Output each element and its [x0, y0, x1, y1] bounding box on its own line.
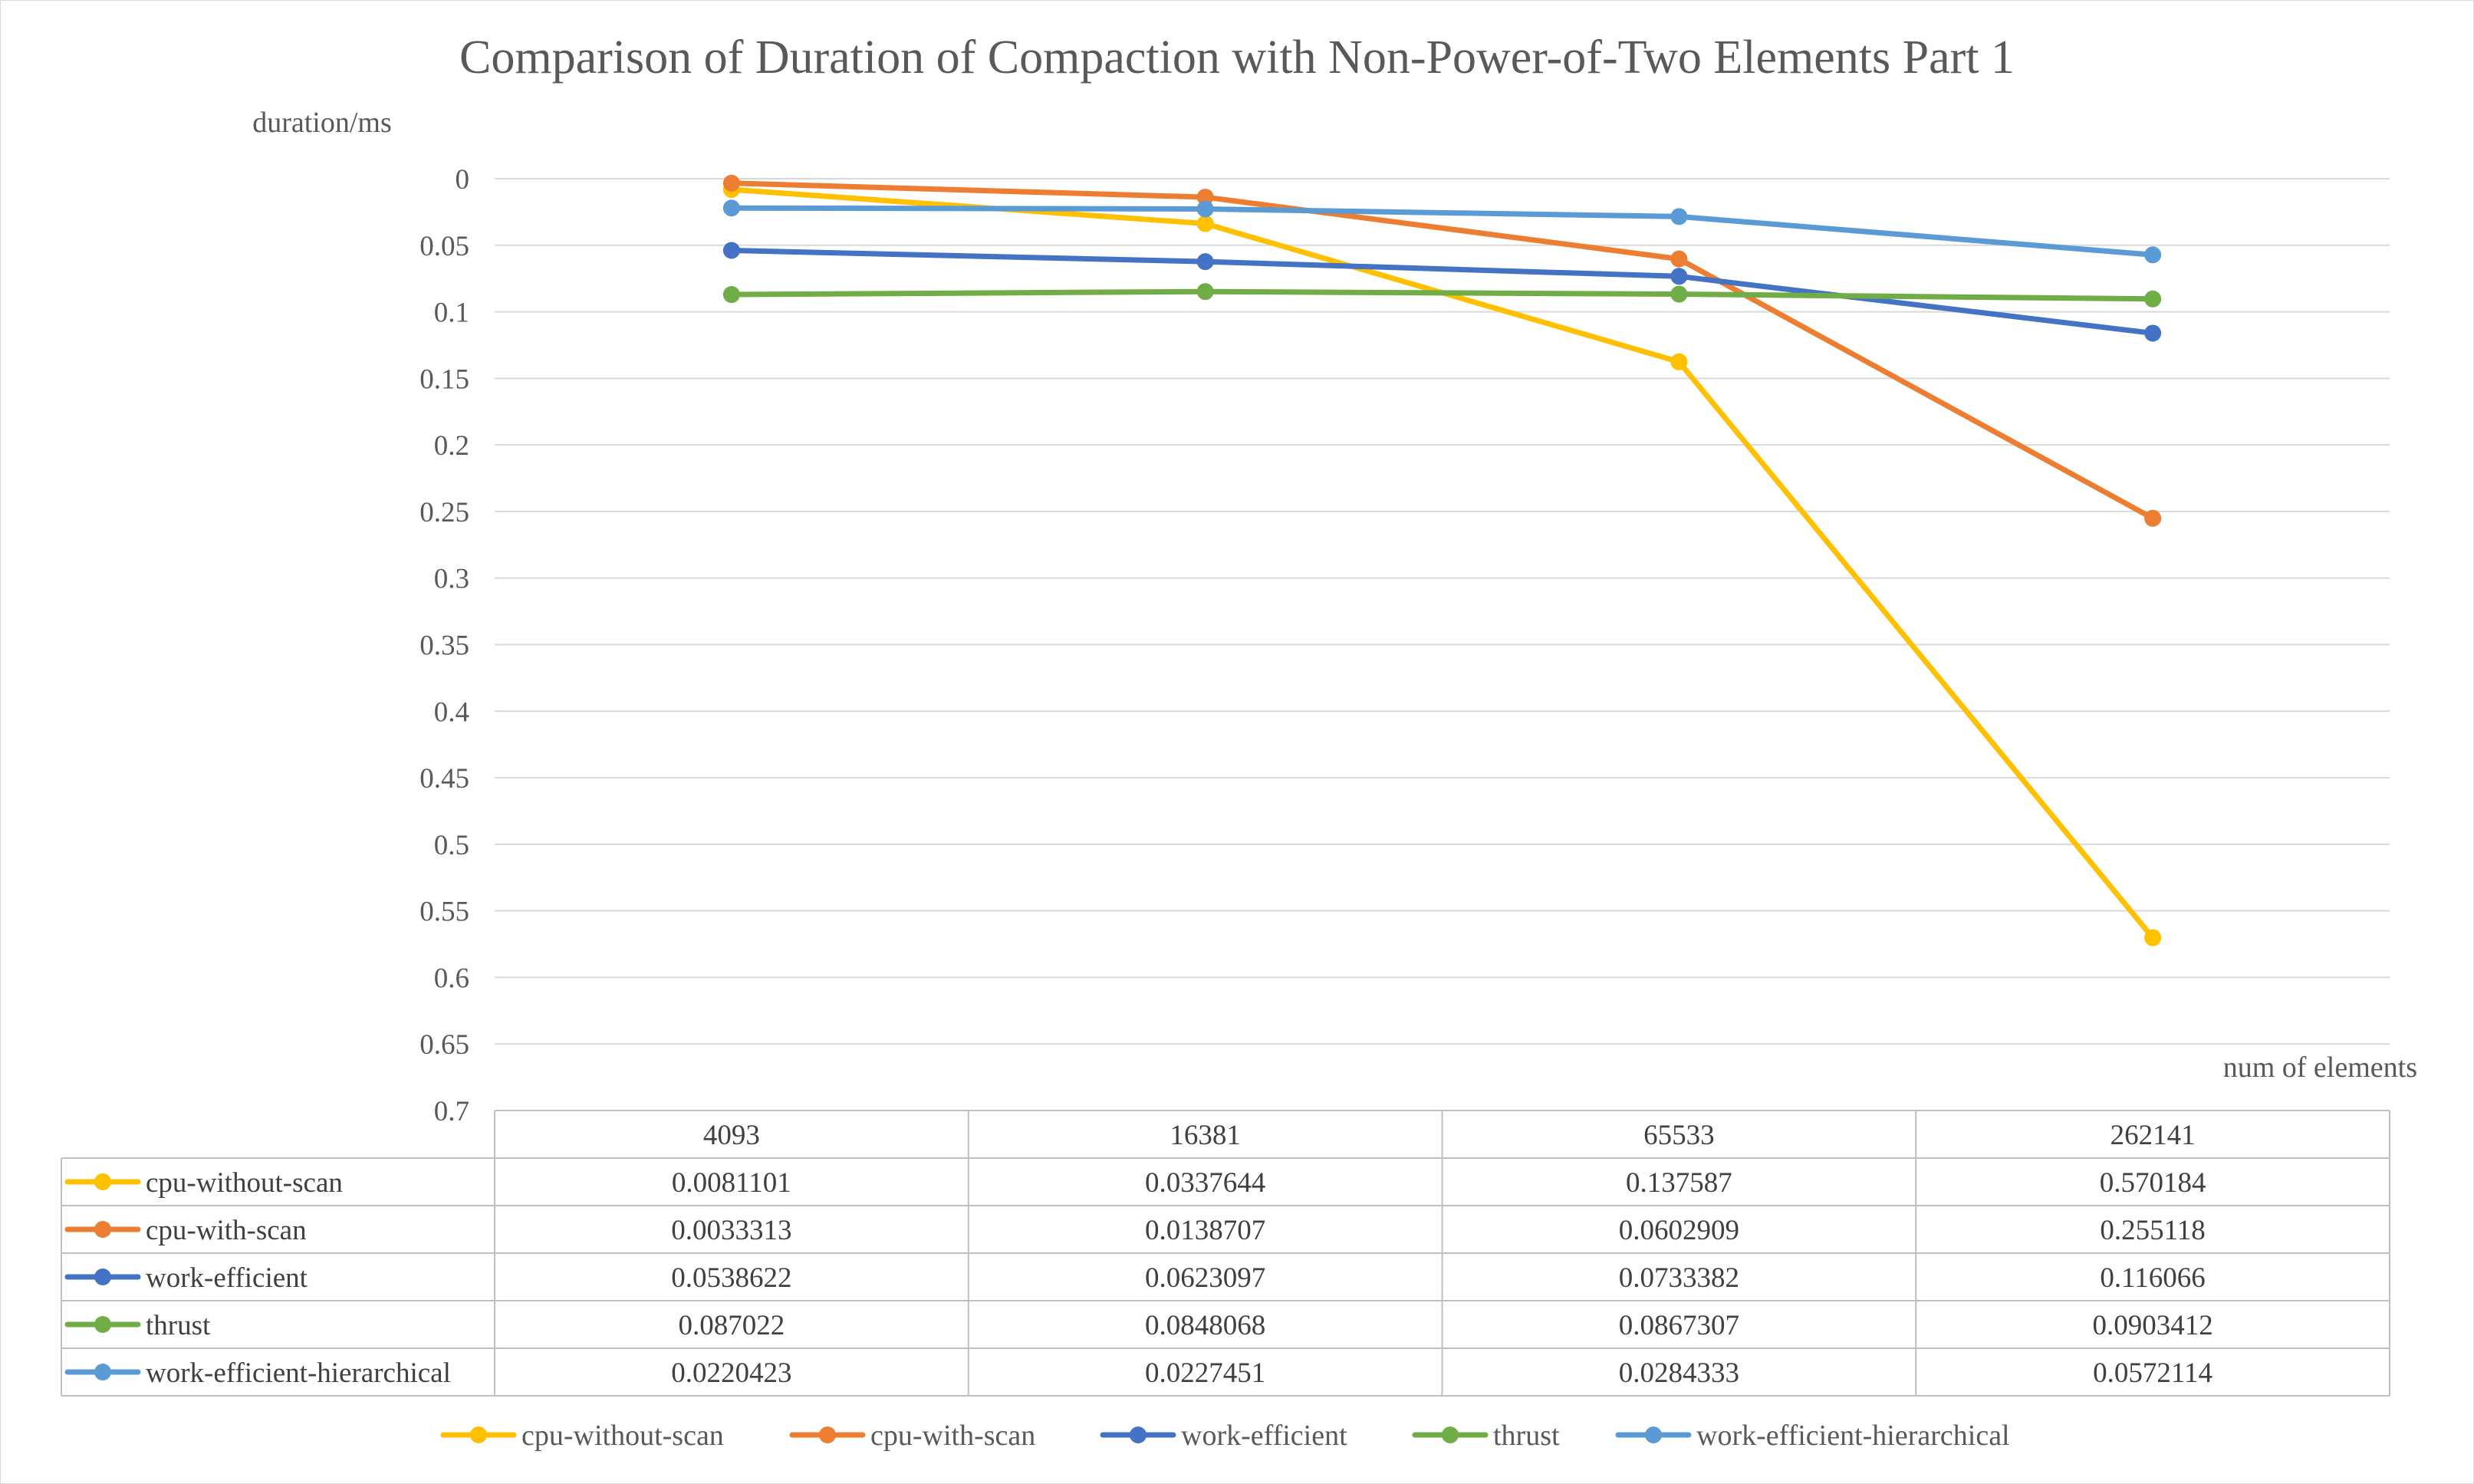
data-label: 0.0538622 [671, 1262, 791, 1294]
data-label: 0.0227451 [1145, 1357, 1265, 1389]
data-point-work-efficient [1670, 268, 1688, 285]
data-point-work-efficient [1196, 253, 1214, 271]
y-tick-label: 0.25 [419, 497, 469, 528]
table-legend-marker [94, 1173, 111, 1190]
table-legend-marker [94, 1221, 111, 1238]
legend-marker-work-efficient [1130, 1426, 1147, 1443]
legend-label-work-efficient-hierarchical: work-efficient-hierarchical [1696, 1420, 2010, 1452]
legend-marker-cpu-with-scan [819, 1426, 836, 1443]
data-label: 0.0848068 [1145, 1310, 1265, 1341]
y-tick-labels: 0 0.05 0.1 0.15 0.2 0.25 0.3 0.35 0.4 0.45 0.5 0.55… [419, 164, 469, 1127]
x-tick-label: 16381 [1170, 1120, 1241, 1151]
data-point-work-efficient-hierarchical [722, 199, 740, 217]
gridlines [495, 178, 2390, 1045]
series-line-work-efficient-hierarchical [729, 205, 2156, 258]
data-label: 0.0284333 [1619, 1357, 1739, 1389]
y-tick-label: 0.5 [434, 830, 469, 861]
y-tick-label: 0.05 [419, 231, 469, 262]
legend-label-thrust: thrust [1493, 1420, 1560, 1452]
data-point-work-efficient [722, 242, 740, 259]
data-point-work-efficient [2144, 324, 2162, 342]
y-tick-label: 0.55 [419, 897, 469, 928]
data-point-cpu-without-scan [1670, 353, 1688, 370]
x-tick-label: 65533 [1643, 1120, 1715, 1151]
table-series-name: cpu-with-scan [146, 1215, 307, 1246]
data-point-cpu-without-scan [1196, 215, 1214, 232]
table-series-name: thrust [146, 1310, 211, 1341]
y-tick-label: 0.6 [434, 962, 469, 994]
table-legend-marker [94, 1364, 111, 1380]
data-label: 0.0867307 [1619, 1310, 1739, 1341]
data-point-cpu-with-scan [2144, 509, 2162, 527]
data-label: 0.0337644 [1145, 1167, 1265, 1199]
y-tick-label: 0.4 [434, 696, 469, 728]
data-label: 0.0138707 [1145, 1215, 1265, 1246]
y-tick-label: 0.65 [419, 1029, 469, 1061]
legend: cpu-without-scan cpu-with-scan work-effici… [440, 1420, 2010, 1452]
data-label: 0.087022 [679, 1310, 785, 1341]
data-label: 0.570184 [2100, 1167, 2206, 1199]
table-series-name: work-efficient [146, 1262, 308, 1294]
legend-label-work-efficient: work-efficient [1181, 1420, 1347, 1452]
data-label: 0.137587 [1626, 1167, 1732, 1199]
legend-label-cpu-with-scan: cpu-with-scan [870, 1420, 1035, 1452]
legend-marker-cpu-without-scan [470, 1426, 487, 1443]
legend-marker-thrust [1442, 1426, 1459, 1443]
table-legend-marker [94, 1268, 111, 1285]
data-point-thrust [1196, 283, 1214, 301]
data-label: 0.0572114 [2093, 1357, 2212, 1389]
data-point-cpu-with-scan [1196, 189, 1214, 206]
y-tick-label: 0.7 [434, 1096, 469, 1127]
x-tick-label: 4093 [703, 1120, 760, 1151]
series-line-cpu-with-scan [729, 180, 2156, 522]
y-axis-label: duration/ms [252, 107, 392, 139]
data-point-thrust [2144, 290, 2162, 308]
data-point-thrust [1670, 285, 1688, 303]
chart-title: Comparison of Duration of Compaction wit… [459, 31, 2015, 84]
data-label: 0.0602909 [1619, 1215, 1739, 1246]
x-tick-label: 262141 [2110, 1120, 2196, 1151]
data-table: 4093 16381 65533 262141 cpu-without-scan 0.00… [61, 1110, 2390, 1397]
y-tick-label: 0.15 [419, 364, 469, 395]
data-label: 0.0903412 [2093, 1310, 2213, 1341]
series-line-thrust [729, 288, 2156, 302]
data-label: 0.0220423 [671, 1357, 791, 1389]
data-label: 0.0623097 [1145, 1262, 1265, 1294]
data-point-work-efficient-hierarchical [1670, 208, 1688, 225]
table-series-name: cpu-without-scan [146, 1167, 343, 1199]
legend-label-cpu-without-scan: cpu-without-scan [521, 1420, 724, 1452]
x-axis-label: num of elements [2223, 1051, 2417, 1084]
series-line-cpu-without-scan [729, 186, 2156, 941]
y-tick-label: 0.3 [434, 564, 469, 595]
data-label: 0.0033313 [671, 1215, 791, 1246]
series-line-work-efficient [729, 247, 2156, 336]
data-label: 0.0733382 [1619, 1262, 1739, 1294]
y-tick-label: 0.1 [434, 298, 469, 329]
data-point-cpu-with-scan [1670, 250, 1688, 268]
y-tick-label: 0.2 [434, 430, 469, 462]
data-label: 0.116066 [2100, 1262, 2205, 1294]
table-legend-marker [94, 1316, 111, 1333]
table-series-name: work-efficient-hierarchical [146, 1357, 451, 1389]
data-label: 0.0081101 [672, 1167, 791, 1199]
y-tick-label: 0.45 [419, 763, 469, 795]
data-point-cpu-without-scan [2144, 929, 2162, 946]
data-point-cpu-with-scan [722, 174, 740, 192]
data-point-work-efficient-hierarchical [2144, 246, 2162, 264]
data-point-work-efficient-hierarchical [1196, 200, 1214, 218]
data-label: 0.255118 [2100, 1215, 2205, 1246]
y-tick-label: 0 [456, 164, 470, 196]
data-point-thrust [722, 286, 740, 304]
series-lines [722, 174, 2162, 946]
legend-marker-work-efficient-hierarchical [1645, 1426, 1662, 1443]
y-tick-label: 0.35 [419, 630, 469, 662]
